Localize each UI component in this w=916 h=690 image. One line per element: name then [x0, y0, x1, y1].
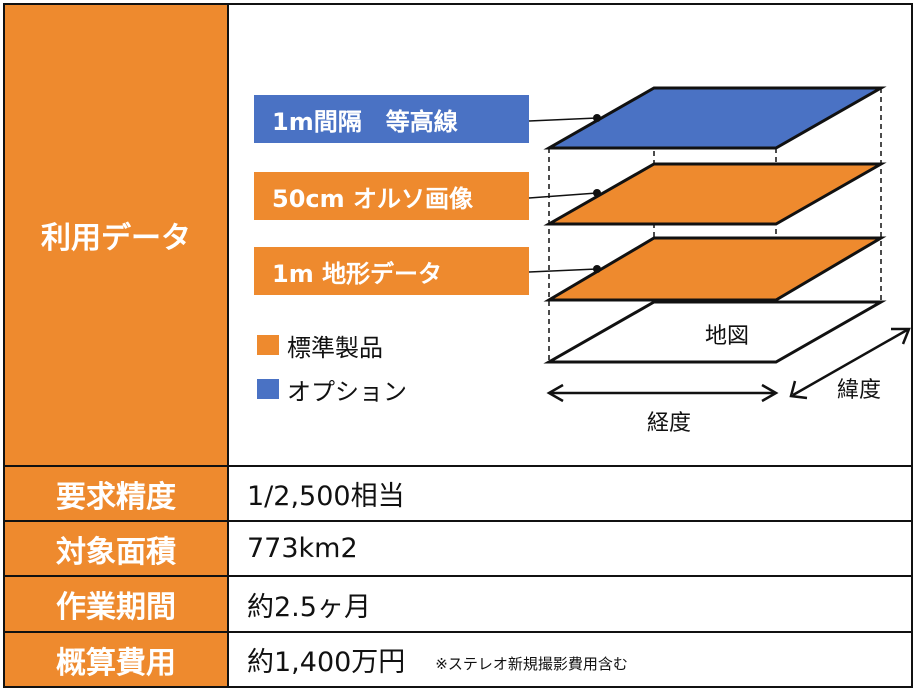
diagram-cell: 1m間隔 等高線 50cm オルソ画像 1m 地形データ 標準製品 オプション — [227, 3, 913, 467]
longitude-arrow — [546, 383, 779, 403]
leader-lines — [528, 117, 598, 273]
base-plane-label: 地図 — [705, 324, 750, 349]
row-header-accuracy: 要求精度 — [3, 465, 229, 522]
axis-label-latitude: 緯度 — [837, 378, 882, 403]
row-value-cost-cell: 約1,400万円 ※ステレオ新規撮影費用含む — [227, 631, 913, 688]
row-header-cost: 概算費用 — [3, 631, 229, 688]
row-header-data: 利用データ — [3, 3, 229, 467]
row-value-period: 約2.5ヶ月 — [227, 575, 913, 633]
row-value-accuracy: 1/2,500相当 — [227, 465, 913, 522]
cost-note: ※ステレオ新規撮影費用含む — [435, 655, 628, 673]
layer-stack-diagram — [528, 86, 911, 403]
row-header-period: 作業期間 — [3, 575, 229, 633]
layer-label-ortho: 50cm オルソ画像 — [254, 172, 529, 220]
base-plane — [543, 300, 887, 364]
leader-dots — [593, 114, 601, 273]
contour-plane — [543, 86, 887, 150]
row-value-area: 773km2 — [227, 520, 913, 577]
terrain-plane — [543, 236, 887, 302]
legend-label-standard: 標準製品 — [287, 334, 383, 362]
legend-swatch-option — [257, 379, 279, 399]
legend-label-option: オプション — [287, 378, 407, 406]
axis-label-longitude: 経度 — [647, 411, 692, 436]
layer-label-contour: 1m間隔 等高線 — [254, 95, 529, 143]
latitude-arrow — [789, 327, 911, 400]
row-value-cost: 約1,400万円 — [247, 647, 406, 678]
row-header-area: 対象面積 — [3, 520, 229, 577]
legend-swatch-standard — [257, 335, 279, 355]
ortho-plane — [543, 162, 887, 226]
layer-label-terrain: 1m 地形データ — [254, 247, 529, 295]
